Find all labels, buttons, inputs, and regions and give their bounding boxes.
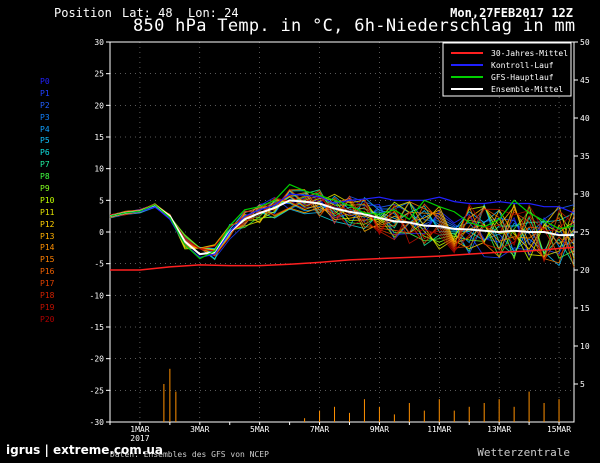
y2-tick-label: 15 (580, 304, 590, 313)
member-label-p0: P0 (40, 77, 50, 86)
y-tick-label: 10 (94, 165, 104, 174)
member-label-p10: P10 (40, 195, 55, 205)
y-tick-label: -5 (94, 260, 104, 269)
member-line-p13 (109, 199, 575, 259)
legend-label: Ensemble-Mittel (491, 85, 563, 94)
ensemble-member-list: P0 P1 P2 P3 P4 P5 P6 P7 P8 P9 P10 P11 P12 P13 P14 P15 P1… (40, 76, 54, 326)
y-tick-label: 15 (94, 133, 104, 142)
member-line-p18 (109, 188, 575, 257)
y-tick-label: -15 (90, 323, 105, 332)
y2-tick-label: 35 (580, 152, 590, 161)
member-label-p5: P5 (40, 136, 50, 146)
member-label-p14: P14 (40, 243, 55, 253)
y-tick-label: 5 (99, 196, 104, 205)
header-position-label: Position (54, 6, 112, 20)
watermark: igrus | extreme.com.ua (6, 443, 163, 457)
y2-tick-label: 50 (580, 38, 590, 47)
member-label-p12: P12 (40, 219, 55, 229)
member-label-p1: P1 (40, 88, 50, 98)
member-line-p19 (109, 194, 575, 263)
x-tick-label: 15MAR (547, 425, 571, 434)
member-label-p3: P3 (40, 112, 50, 122)
member-line-p14 (109, 189, 575, 251)
series-line--jahres-mittel (110, 246, 575, 271)
series-line-gfs-hauptlauf (109, 183, 575, 260)
y-tick-label: 20 (94, 101, 104, 110)
y2-tick-label: 30 (580, 190, 590, 199)
member-label-p15: P15 (40, 255, 55, 265)
series-line-ensemble-mittel (109, 199, 574, 256)
legend-label: Kontroll-Lauf (491, 61, 554, 70)
x-tick-label: 13MAR (487, 425, 511, 434)
plot-area: 302520151050-5-10-15-20-25-3050454035302… (90, 38, 590, 443)
y-tick-label: 30 (94, 38, 104, 47)
x-tick-label: 9MAR (370, 425, 389, 434)
member-label-p2: P2 (40, 100, 50, 110)
y2-tick-label: 40 (580, 114, 590, 123)
member-label-p19: P19 (40, 302, 55, 312)
member-label-p17: P17 (40, 279, 55, 289)
y2-tick-label: 20 (580, 266, 590, 275)
x-tick-label: 1MAR (130, 425, 149, 434)
member-line-p6 (109, 190, 575, 255)
chart-title: 850 hPa Temp. in °C, 6h-Niederschlag in … (133, 16, 576, 36)
header-lon: Lon: 24 (188, 6, 239, 20)
member-label-p4: P4 (40, 124, 50, 134)
y2-tick-label: 5 (580, 380, 585, 389)
x-tick-label: 7MAR (310, 425, 329, 434)
y-tick-label: 0 (99, 228, 104, 237)
x-tick-label: 3MAR (190, 425, 209, 434)
member-label-p20: P20 (40, 314, 55, 324)
y2-tick-label: 25 (580, 228, 590, 237)
y-tick-label: 25 (94, 70, 104, 79)
model-run-date: Mon,27FEB2017 12Z (450, 6, 573, 20)
y-tick-label: -20 (90, 355, 105, 364)
member-line-p11 (109, 193, 575, 257)
member-label-p11: P11 (40, 207, 55, 217)
member-label-p7: P7 (40, 160, 50, 170)
y-tick-label: -10 (90, 291, 105, 300)
legend-label: GFS-Hauptlauf (491, 73, 554, 82)
member-label-p16: P16 (40, 267, 55, 277)
y-tick-label: -30 (90, 418, 105, 427)
member-label-p6: P6 (40, 148, 50, 158)
y2-tick-label: 10 (580, 342, 590, 351)
member-line-p20 (109, 197, 575, 254)
member-label-p18: P18 (40, 291, 55, 301)
footer-brand: Wetterzentrale (477, 446, 570, 459)
y-tick-label: -25 (90, 386, 105, 395)
member-label-p8: P8 (40, 172, 50, 182)
member-label-p13: P13 (40, 231, 55, 241)
x-sublabel: 2017 (130, 434, 149, 443)
member-line-p9 (109, 195, 575, 261)
member-label-p9: P9 (40, 184, 50, 194)
y2-tick-label: 45 (580, 76, 590, 85)
legend-label: 30-Jahres-Mittel (491, 49, 568, 58)
header-lat: Lat: 48 (122, 6, 173, 20)
footer-source: Daten: Ensembles des GFS von NCEP (110, 450, 269, 459)
x-tick-label: 11MAR (427, 425, 451, 434)
legend-box (442, 42, 572, 97)
x-tick-label: 5MAR (250, 425, 269, 434)
